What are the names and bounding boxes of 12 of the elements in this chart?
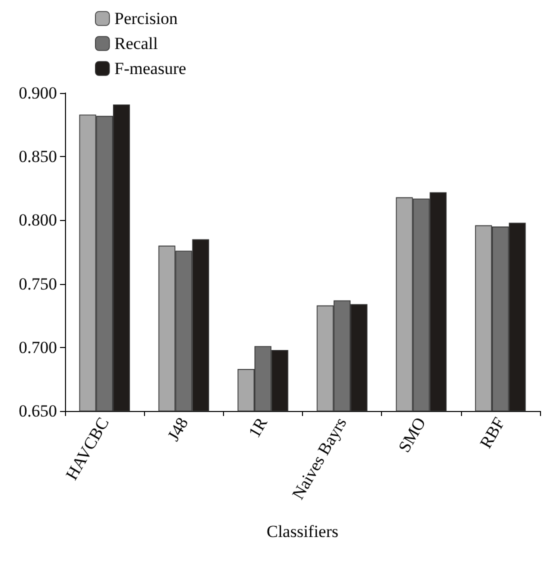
x-tick-label: 1R: [244, 414, 272, 441]
x-tick-label: J48: [164, 414, 192, 444]
y-tick-label: 0.850: [18, 147, 57, 166]
x-axis-title: Classifiers: [266, 522, 338, 541]
legend-label: Recall: [114, 34, 158, 53]
y-tick-label: 0.800: [18, 210, 57, 230]
y-tick-label: 0.900: [18, 84, 57, 102]
legend-label: Percision: [114, 9, 178, 28]
legend-label: F-measure: [114, 59, 186, 78]
y-tick-label: 0.750: [18, 274, 57, 294]
y-tick-label: 0.700: [18, 338, 57, 357]
y-tick-label: 0.650: [18, 402, 57, 420]
